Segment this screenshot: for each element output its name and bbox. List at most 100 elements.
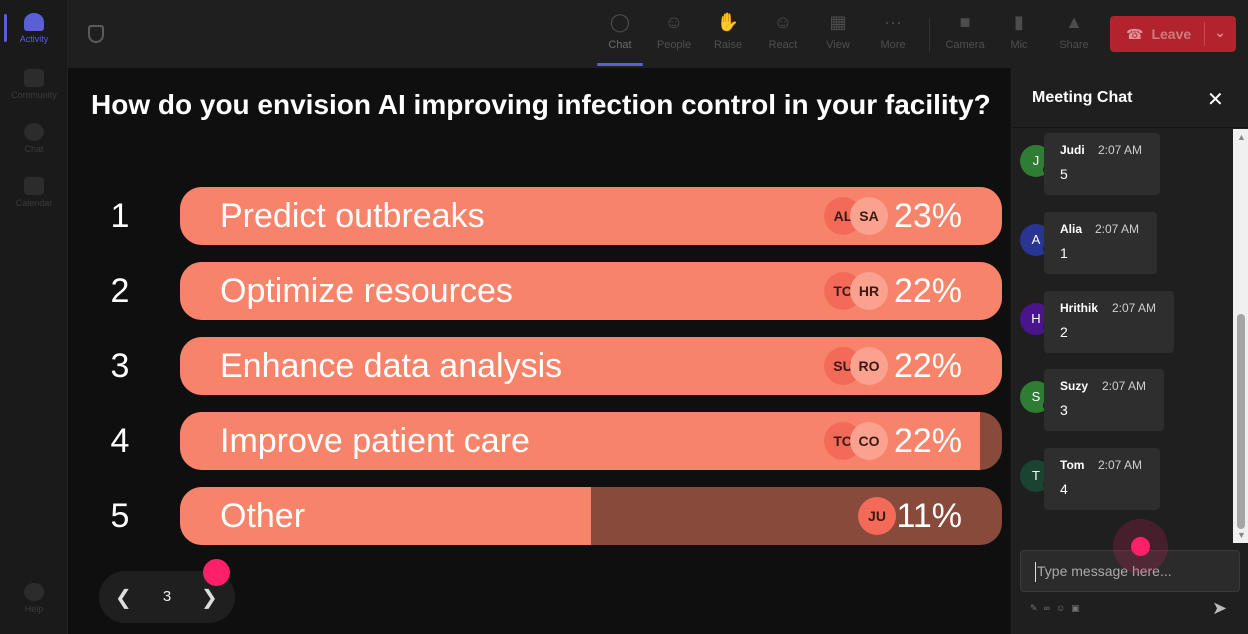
shield-icon[interactable]	[88, 25, 104, 43]
option-number: 4	[110, 422, 130, 460]
option-label: Other	[220, 497, 306, 535]
avatar: SA	[850, 197, 888, 235]
rail-item-community[interactable]: Community	[0, 60, 68, 108]
page-number: 3	[162, 588, 172, 605]
mic-button[interactable]: ▮ Mic	[996, 10, 1042, 62]
result-bar-fill	[180, 487, 591, 545]
option-percentage: 23%	[893, 197, 962, 235]
community-icon	[24, 68, 44, 87]
chat-header: Meeting Chat ✕	[1011, 68, 1248, 128]
mic-button-label: Mic	[1010, 39, 1028, 51]
message-text: 4	[1060, 481, 1068, 497]
sender-name: Alia	[1060, 222, 1083, 236]
attach-icon[interactable]: ∞	[1043, 603, 1050, 613]
chat-input-placeholder: Type message here...	[1037, 563, 1172, 579]
people-button[interactable]: ☺ People	[651, 10, 697, 62]
message-time: 2:07 AM	[1098, 143, 1143, 157]
message-text: 1	[1060, 245, 1068, 261]
people-button-label: People	[656, 39, 692, 51]
gif-icon[interactable]: ▣	[1071, 603, 1080, 613]
share-icon: ▲	[1065, 11, 1083, 32]
rail-item-activity[interactable]: Activity	[0, 4, 68, 52]
chevron-left-icon[interactable]: ❮	[115, 587, 132, 609]
scrollbar-thumb[interactable]	[1237, 314, 1245, 529]
slide-pager: ❮ 3 ❯	[99, 571, 235, 623]
leave-button[interactable]: ☎ Leave ⌄	[1110, 16, 1236, 52]
poll-option: 3 Enhance data analysis SU RO 22%	[92, 337, 1004, 395]
message-bubble: Hrithik 2:07 AM 2	[1044, 291, 1174, 353]
chat-icon	[24, 122, 44, 141]
chat-message: T Tom 2:07 AM 4	[1011, 446, 1233, 510]
share-button-label: Share	[1059, 39, 1089, 51]
option-percentage: 22%	[893, 272, 962, 310]
chat-message: A Alia 2:07 AM 1	[1011, 210, 1233, 274]
scroll-down-icon[interactable]: ▼	[1237, 530, 1246, 540]
react-button[interactable]: ☺ React	[760, 10, 806, 62]
option-percentage: 11%	[896, 497, 962, 535]
pointer-indicator	[1131, 537, 1150, 556]
rail-item-calendar[interactable]: Calendar	[0, 168, 68, 216]
avatar: CO	[850, 422, 888, 460]
leave-split-divider	[1204, 22, 1205, 46]
smiley-icon: ☺	[773, 11, 793, 32]
camera-off-icon: ■	[959, 11, 971, 32]
view-button-label: View	[826, 39, 850, 51]
raise-button-label: Raise	[713, 39, 743, 51]
more-button[interactable]: ··· More	[870, 10, 916, 62]
close-icon[interactable]: ✕	[1207, 89, 1224, 111]
result-bar: Enhance data analysis SU RO 22%	[180, 337, 1002, 395]
poll-question: How do you envision AI improving infecti…	[91, 89, 991, 120]
meeting-chat-panel: Meeting Chat ✕ J Judi 2:07 AM 5 A Alia 2…	[1010, 68, 1248, 634]
view-button[interactable]: ▦ View	[815, 10, 861, 62]
rail-item-label: Calendar	[15, 197, 53, 208]
hand-icon: ✋	[716, 11, 740, 32]
rail-item-chat[interactable]: Chat	[0, 114, 68, 162]
rail-item-label: Help	[24, 603, 44, 614]
result-bar: Improve patient care TO CO 22%	[180, 412, 1002, 470]
pointer-indicator	[203, 559, 230, 586]
option-number: 3	[110, 347, 130, 385]
rail-item-label: Chat	[24, 143, 44, 154]
phone-hangup-icon: ☎	[1126, 25, 1144, 42]
chevron-down-icon[interactable]: ⌄	[1214, 24, 1226, 40]
message-time: 2:07 AM	[1098, 458, 1143, 472]
rail-item-label: Community	[11, 89, 57, 100]
toolbar-divider	[929, 18, 930, 52]
poll-option: 1 Predict outbreaks AL SA 23%	[92, 187, 1004, 245]
poll-option: 2 Optimize resources TO HR 22%	[92, 262, 1004, 320]
chat-scrollbar[interactable]: ▲ ▼	[1233, 129, 1248, 543]
message-text: 2	[1060, 324, 1068, 340]
camera-button[interactable]: ■ Camera	[942, 10, 988, 62]
calendar-icon	[24, 176, 44, 195]
result-bar: Optimize resources TO HR 22%	[180, 262, 1002, 320]
bell-icon	[24, 12, 44, 31]
chat-message: J Judi 2:07 AM 5	[1011, 131, 1233, 195]
rail-item-help[interactable]: Help	[0, 574, 68, 622]
left-rail: Activity Community Chat Calendar Help	[0, 0, 68, 634]
chat-messages: J Judi 2:07 AM 5 A Alia 2:07 AM 1 H Hrit…	[1011, 129, 1233, 549]
sender-name: Hrithik	[1060, 301, 1099, 315]
sender-name: Suzy	[1060, 379, 1089, 393]
message-time: 2:07 AM	[1102, 379, 1147, 393]
help-icon	[24, 582, 44, 601]
result-bar: Predict outbreaks AL SA 23%	[180, 187, 1002, 245]
option-percentage: 22%	[893, 422, 962, 460]
message-bubble: Alia 2:07 AM 1	[1044, 212, 1157, 274]
meeting-toolbar: ◯ Chat ☺ People ✋ Raise ☺ React ▦ View ·…	[68, 0, 1248, 68]
chevron-right-icon[interactable]: ❯	[201, 587, 218, 609]
result-bar: Other JU 11%	[180, 487, 1002, 545]
chat-button[interactable]: ◯ Chat	[597, 10, 643, 66]
text-caret	[1035, 562, 1036, 582]
message-bubble: Tom 2:07 AM 4	[1044, 448, 1160, 510]
chat-message-input[interactable]: Type message here...	[1020, 550, 1240, 592]
send-icon[interactable]: ➤	[1212, 598, 1228, 618]
sender-name: Tom	[1060, 458, 1085, 472]
emoji-icon[interactable]: ☺	[1055, 603, 1066, 613]
chat-title: Meeting Chat	[1032, 89, 1133, 106]
format-icon[interactable]: ✎	[1030, 603, 1038, 613]
scroll-up-icon[interactable]: ▲	[1237, 132, 1246, 142]
share-button[interactable]: ▲ Share	[1051, 10, 1097, 62]
raise-hand-button[interactable]: ✋ Raise	[705, 10, 751, 62]
option-label: Enhance data analysis	[220, 347, 563, 385]
poll-option: 4 Improve patient care TO CO 22%	[92, 412, 1004, 470]
